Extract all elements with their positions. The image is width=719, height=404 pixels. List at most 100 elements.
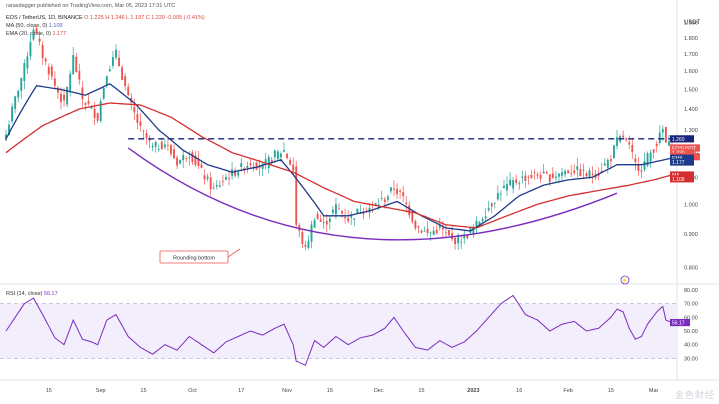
candle-body <box>444 231 447 233</box>
candle-body <box>622 135 625 138</box>
candle-body <box>56 87 59 93</box>
candle-body <box>429 232 432 234</box>
rsi-legend[interactable]: RSI (14, close) 56.17 <box>6 291 58 298</box>
time-tick-label: 2023 <box>467 388 479 394</box>
candle-body <box>521 176 524 178</box>
candle-body <box>50 66 53 77</box>
candle-body <box>643 160 646 170</box>
candle-body <box>506 184 508 191</box>
candle-body <box>328 218 331 222</box>
candle-body <box>139 121 142 126</box>
candle-body <box>496 193 499 200</box>
price-tag-box <box>670 135 694 143</box>
candle-body <box>637 165 640 171</box>
pair-line: EOS / TetherUS, 1D, BINANCE O 1.225 H 1.… <box>6 15 205 22</box>
candle-body <box>53 78 56 86</box>
rsi-panel: 80.00 70.00 60.00 50.00 40.00 30.00 56.17 <box>5 288 698 366</box>
candle-body <box>11 106 14 122</box>
candle-body <box>249 163 252 166</box>
candle-body <box>625 137 628 140</box>
candle-body <box>270 159 273 163</box>
candle-body <box>69 73 72 91</box>
candle-body <box>475 220 478 228</box>
rsi-line <box>5 294 673 366</box>
candle-body <box>420 230 423 233</box>
candle-body <box>515 179 518 183</box>
moving-averages <box>5 83 673 241</box>
candle-body <box>579 169 582 177</box>
candle-body <box>603 163 606 166</box>
annotation-label: Rounding bottom <box>173 256 215 262</box>
candle-body <box>246 165 249 169</box>
ma-legend[interactable]: MA (50, close, 0) 1.109 <box>6 23 63 30</box>
event-marker-glyph: ⚡ <box>622 277 628 284</box>
price-tag-label: EOSUSDT <box>672 146 696 152</box>
candle-body <box>377 204 380 206</box>
price-tag-label: 1.260 <box>672 137 685 143</box>
candle-body <box>35 28 38 34</box>
candle-body <box>218 185 221 187</box>
time-axis: 15 Sep 15 Oct 17 Nov 15 Dec 15 2023 16 Feb 15 Mar <box>46 388 659 394</box>
candle-body <box>609 159 612 162</box>
candle-body <box>341 211 344 214</box>
candle-body <box>539 174 542 179</box>
candle-body <box>108 69 111 72</box>
price-tick-label: 1.700 <box>684 52 698 58</box>
candle-body <box>121 67 124 80</box>
candle-body <box>512 179 515 189</box>
candle-body <box>570 172 573 174</box>
price-tick-label: 1.400 <box>684 107 698 113</box>
candle-body <box>111 57 114 66</box>
event-marker-icon[interactable] <box>620 275 630 285</box>
candles <box>5 25 673 251</box>
rsi-tick-label: 70.00 <box>684 302 698 308</box>
rsi-tick-label: 80.00 <box>684 288 698 294</box>
price-tag-box <box>670 175 694 183</box>
ema-legend[interactable]: EMA (20, close, 0) 1.177 <box>6 31 66 38</box>
candle-body <box>356 208 359 214</box>
candle-body <box>160 141 163 150</box>
price-tick-label: 1.000 <box>684 202 698 208</box>
candle-body <box>154 141 157 147</box>
candle-body <box>63 94 65 101</box>
candle-body <box>194 155 197 165</box>
candle-body <box>334 204 337 215</box>
ma-line <box>5 102 673 229</box>
candle-body <box>14 96 17 110</box>
candle-body <box>292 164 295 171</box>
price-tick-label: 1.600 <box>684 69 698 75</box>
candle-body <box>163 144 166 148</box>
candle-body <box>316 213 319 220</box>
candle-body <box>319 219 322 222</box>
candle-body <box>133 106 136 113</box>
candle-body <box>286 153 289 159</box>
candle-body <box>649 152 652 162</box>
candle-body <box>393 188 395 190</box>
candle-body <box>182 155 185 161</box>
candle-body <box>66 86 69 105</box>
candle-body <box>304 244 307 247</box>
price-tick-label: 0.800 <box>684 265 698 271</box>
candle-body <box>96 113 99 121</box>
watermark: 金色财经 <box>674 390 715 400</box>
candle-body <box>545 172 548 174</box>
candle-body <box>362 212 365 215</box>
ma-label: MA (50, close, 0) <box>6 23 48 29</box>
time-tick-label: 15 <box>327 388 333 394</box>
rsi-value-tag-label: 56.17 <box>672 321 685 327</box>
candle-body <box>564 171 567 175</box>
candle-body <box>411 212 414 222</box>
candle-body <box>173 149 175 159</box>
rsi-label: RSI (14, close) <box>6 291 43 297</box>
candle-body <box>652 149 655 153</box>
price-tag-box <box>670 154 694 162</box>
candle-body <box>646 153 649 166</box>
candle-body <box>417 226 420 228</box>
candle-body <box>533 172 536 174</box>
candle-body <box>310 224 313 242</box>
candle-body <box>60 93 62 103</box>
candle-body <box>115 49 117 58</box>
candle-body <box>576 166 579 170</box>
price-tag-box <box>670 149 694 157</box>
